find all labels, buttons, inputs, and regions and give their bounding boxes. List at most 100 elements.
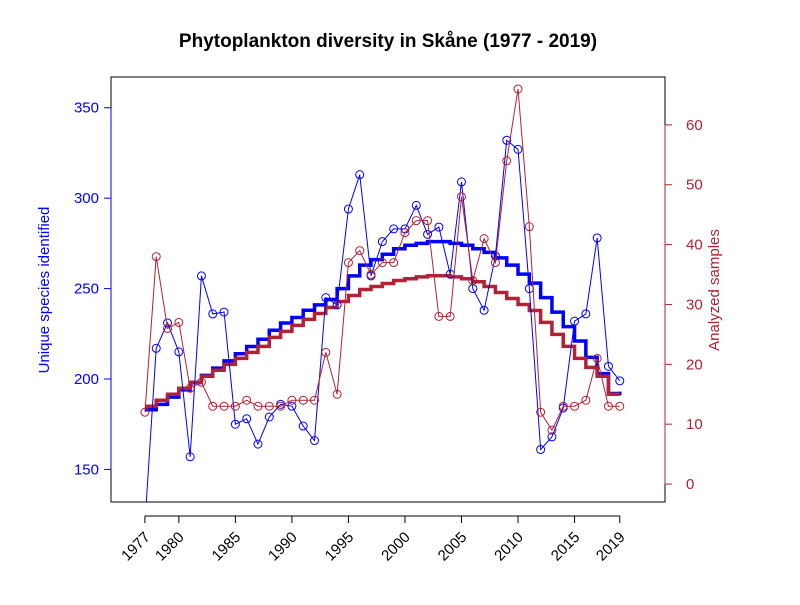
samples-point xyxy=(468,276,478,286)
species-point xyxy=(434,222,444,232)
chart-title: Phytoplankton diversity in Skåne (1977 -… xyxy=(179,31,597,52)
species-point xyxy=(287,401,297,411)
y-axis-right-label: Analyzed samples xyxy=(706,229,723,351)
samples-point xyxy=(310,395,320,405)
samples-point xyxy=(264,401,274,411)
species-point xyxy=(310,436,320,446)
species-point xyxy=(253,439,263,449)
x-tick-label: 1977 xyxy=(118,529,154,565)
samples-point xyxy=(377,258,387,268)
samples-point xyxy=(366,270,376,280)
samples-point xyxy=(445,311,455,321)
samples-point xyxy=(502,156,512,166)
samples-point xyxy=(411,216,421,226)
species-point xyxy=(196,271,206,281)
y-right-tick-label: 40 xyxy=(686,237,703,254)
species-point xyxy=(321,293,331,303)
chart-marks xyxy=(140,84,625,502)
y-right-tick-label: 60 xyxy=(686,117,703,134)
samples-point xyxy=(208,401,218,411)
samples-point xyxy=(151,252,161,262)
species-point xyxy=(389,224,399,234)
species-point xyxy=(343,204,353,214)
species-point xyxy=(411,200,421,210)
samples-point xyxy=(547,425,557,435)
samples-point xyxy=(298,395,308,405)
samples-point xyxy=(456,192,466,202)
samples-point xyxy=(570,401,580,411)
species-point xyxy=(219,307,229,317)
species-point xyxy=(355,170,365,180)
x-tick-label: 1990 xyxy=(265,529,301,565)
y-right-tick-label: 0 xyxy=(686,476,694,493)
samples-point xyxy=(524,222,534,232)
samples-point xyxy=(185,383,195,393)
x-tick-label: 2015 xyxy=(548,529,584,565)
samples-series-line xyxy=(144,88,620,432)
species-point xyxy=(502,135,512,145)
samples-point xyxy=(389,258,399,268)
samples-point xyxy=(434,311,444,321)
samples-point xyxy=(558,401,568,411)
samples-point xyxy=(603,401,613,411)
species-point xyxy=(581,309,591,319)
y-left-tick-label: 200 xyxy=(74,371,99,388)
samples-point xyxy=(536,407,546,417)
y-right-tick-label: 30 xyxy=(686,296,703,313)
samples-point xyxy=(174,317,184,327)
x-tick-label: 2000 xyxy=(378,529,414,565)
samples-point xyxy=(332,389,342,399)
samples-point xyxy=(592,353,602,363)
species-point xyxy=(208,309,218,319)
samples-point xyxy=(253,401,263,411)
y-left-tick-label: 150 xyxy=(74,461,99,478)
samples-point xyxy=(581,395,591,405)
samples-point xyxy=(423,216,433,226)
samples-fit-step-line xyxy=(144,273,620,408)
species-point xyxy=(570,316,580,326)
x-tick-label: 1985 xyxy=(209,529,245,565)
plot-frame xyxy=(110,76,666,503)
y-left-tick-label: 300 xyxy=(74,190,99,207)
samples-point xyxy=(615,401,625,411)
species-point xyxy=(547,432,557,442)
y-right-tick-label: 50 xyxy=(686,177,703,194)
species-point xyxy=(423,229,433,239)
x-tick-label: 2019 xyxy=(593,529,629,565)
species-point xyxy=(264,412,274,422)
samples-point xyxy=(321,347,331,357)
x-tick-label: 1995 xyxy=(322,529,358,565)
samples-point xyxy=(242,395,252,405)
samples-point xyxy=(140,407,150,417)
y-left-tick-label: 350 xyxy=(74,100,99,117)
samples-point xyxy=(287,395,297,405)
species-point xyxy=(151,343,161,353)
x-tick-label: 2010 xyxy=(491,529,527,565)
species-point xyxy=(513,144,523,154)
species-point xyxy=(603,361,613,371)
species-point xyxy=(242,414,252,424)
samples-point xyxy=(219,401,229,411)
y-left-tick-label: 250 xyxy=(74,281,99,298)
x-tick-label: 1980 xyxy=(152,529,188,565)
samples-point xyxy=(490,258,500,268)
species-point xyxy=(536,445,546,455)
species-point xyxy=(592,233,602,243)
samples-point xyxy=(196,377,206,387)
species-point xyxy=(174,347,184,357)
samples-point xyxy=(479,234,489,244)
species-fit-step-line xyxy=(144,239,622,412)
species-point xyxy=(185,452,195,462)
species-point xyxy=(298,421,308,431)
x-tick-label: 2005 xyxy=(435,529,471,565)
samples-point xyxy=(276,401,286,411)
species-point xyxy=(456,177,466,187)
samples-point xyxy=(400,228,410,238)
species-point xyxy=(332,300,342,310)
samples-point xyxy=(355,246,365,256)
samples-point xyxy=(230,401,240,411)
species-series-line xyxy=(145,139,621,502)
samples-point xyxy=(513,84,523,94)
